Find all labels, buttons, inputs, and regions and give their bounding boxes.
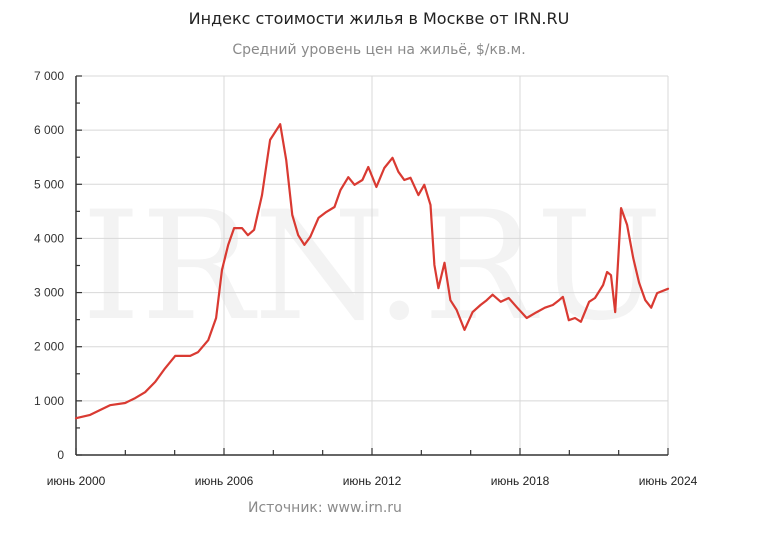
x-axis-labels: июнь 2000 июнь 2006 июнь 2012 июнь 2018 июнь… bbox=[47, 474, 698, 488]
y-tick-label: 0 bbox=[57, 448, 64, 462]
chart-subtitle: Средний уровень цен на жильё, $/кв.м. bbox=[232, 42, 526, 58]
y-tick-label: 7 000 bbox=[34, 69, 64, 83]
y-tick-label: 3 000 bbox=[34, 286, 64, 300]
x-tick-label: июнь 2024 bbox=[639, 474, 698, 488]
axes bbox=[75, 75, 669, 456]
y-tick-label: 6 000 bbox=[34, 123, 64, 137]
x-tick-label: июнь 2018 bbox=[491, 474, 550, 488]
y-tick-label: 4 000 bbox=[34, 231, 64, 245]
chart-title: Индекс стоимости жилья в Москве от IRN.R… bbox=[188, 9, 570, 28]
y-tick-label: 2 000 bbox=[34, 340, 64, 354]
y-tick-label: 1 000 bbox=[34, 394, 64, 408]
x-tick-label: июнь 2012 bbox=[343, 474, 402, 488]
y-tick-label: 5 000 bbox=[34, 177, 64, 191]
x-tick-label: июнь 2006 bbox=[195, 474, 254, 488]
source-note: Источник: www.irn.ru bbox=[248, 500, 402, 516]
x-tick-label: июнь 2000 bbox=[47, 474, 106, 488]
y-axis-labels: 0 1 000 2 000 3 000 4 000 5 000 6 000 7 000 bbox=[34, 69, 64, 462]
price-index-line bbox=[74, 123, 670, 420]
